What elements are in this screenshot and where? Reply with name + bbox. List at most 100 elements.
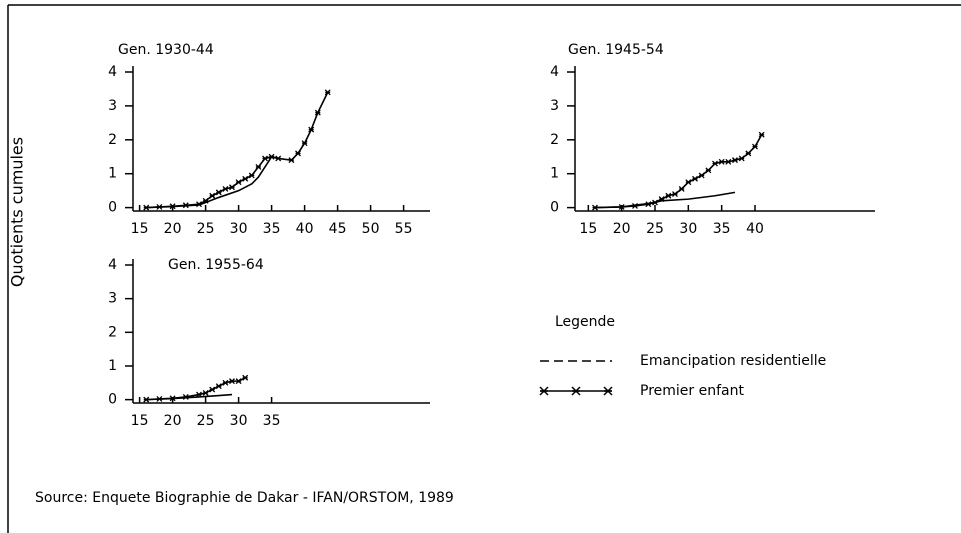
point-marker [275,155,282,162]
point-marker [632,202,638,209]
point-marker [685,179,692,186]
point-marker [758,131,765,138]
y-axis-label: Quotients cumules [8,137,27,287]
y-tick-label: 1 [108,166,117,182]
x-tick-label: 40 [296,221,314,237]
legend-swatch [539,386,613,396]
point-marker [262,155,268,162]
y-tick-label: 1 [108,358,117,374]
point-marker [308,126,315,133]
chart-title: Gen. 1930-44 [118,42,214,58]
x-tick-label: 45 [329,221,347,237]
series-line [146,91,329,209]
y-tick-label: 4 [550,64,559,80]
y-tick-label: 4 [108,257,117,273]
x-tick-label: 20 [164,221,182,237]
point-marker [182,393,189,400]
point-marker [738,155,745,162]
series-line [594,134,763,209]
point-marker [692,175,698,182]
point-marker [229,184,235,191]
point-marker [156,396,163,402]
point-marker [248,172,255,179]
point-marker [301,140,308,147]
point-marker [618,203,625,210]
y-tick-label: 0 [108,200,117,216]
point-marker [672,191,678,198]
point-marker [324,89,331,96]
y-tick-label: 0 [108,392,117,408]
y-tick-label: 2 [550,132,559,148]
chart-title: Gen. 1955-64 [168,257,264,273]
x-tick-label: 30 [230,221,248,237]
point-marker [712,160,718,167]
point-marker [196,201,202,208]
x-tick-label: 35 [263,413,281,429]
point-marker [215,383,222,390]
point-marker [652,199,658,206]
point-marker [678,186,685,192]
point-marker [222,186,229,192]
point-marker [182,202,189,209]
legend-label: Emancipation residentielle [640,353,826,369]
point-marker [235,378,242,385]
legend-label: Premier enfant [640,383,744,399]
point-marker [156,203,163,210]
point-marker [295,150,301,157]
point-marker [202,389,209,396]
point-marker [268,153,275,160]
x-tick-label: 30 [230,413,248,429]
x-tick-label: 40 [746,221,764,237]
point-marker [658,196,665,203]
point-marker [314,109,321,116]
y-tick-label: 3 [550,98,559,114]
y-tick-label: 2 [108,324,117,340]
point-marker [143,396,150,403]
point-marker [215,189,222,196]
point-marker [732,157,738,164]
y-tick-label: 3 [108,291,117,307]
y-tick-label: 1 [550,166,559,182]
x-tick-label: 25 [646,221,664,237]
x-tick-label: 25 [197,413,215,429]
point-marker [202,197,209,204]
point-marker [665,192,672,199]
x-tick-label: 30 [679,221,697,237]
source-note: Source: Enquete Biographie de Dakar - IF… [35,490,454,506]
point-marker [235,179,242,186]
y-tick-label: 3 [108,98,117,114]
chart-title: Gen. 1945-54 [568,42,664,58]
y-tick-label: 4 [108,64,117,80]
point-marker [209,192,216,199]
x-tick-label: 15 [131,221,149,237]
point-marker [196,391,202,398]
x-tick-label: 35 [263,221,281,237]
x-tick-label: 20 [613,221,631,237]
point-marker [645,201,652,208]
point-marker [745,150,752,157]
point-marker [229,378,235,385]
point-marker [143,204,150,211]
x-tick-label: 15 [131,413,149,429]
x-tick-label: 35 [713,221,731,237]
point-marker [752,143,758,150]
point-marker [718,158,725,165]
point-marker [288,157,295,164]
point-marker [242,175,249,182]
y-tick-label: 2 [108,132,117,148]
x-tick-label: 50 [362,221,380,237]
y-tick-label: 0 [550,200,559,216]
point-marker [242,374,249,381]
series-line [594,191,736,209]
point-marker [169,395,176,402]
x-tick-label: 25 [197,221,215,237]
point-marker [705,167,712,174]
series-line [146,156,273,209]
point-marker [698,172,705,179]
point-marker [725,158,732,165]
legend-title: Legende [555,314,615,330]
point-marker [209,386,216,393]
point-marker [255,163,262,170]
x-tick-label: 20 [164,413,182,429]
